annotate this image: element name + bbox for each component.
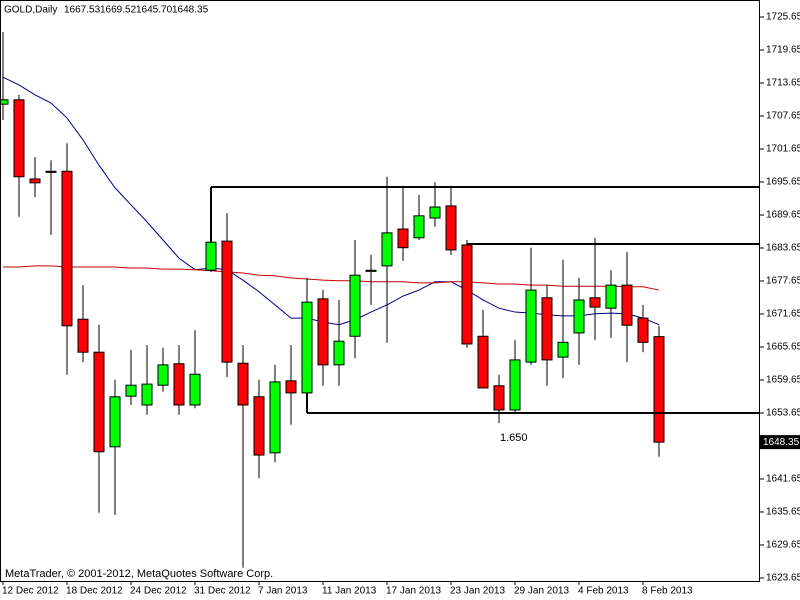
- candle-body: [205, 241, 217, 271]
- x-tick-label: 18 Dec 2012: [66, 586, 123, 597]
- candle-body: [605, 284, 617, 309]
- header-close: 1648.35: [172, 5, 209, 16]
- candle-body: [13, 99, 25, 178]
- x-tick-label: 12 Dec 2012: [2, 586, 59, 597]
- plot-frame: [0, 0, 760, 582]
- candle-body: [301, 301, 313, 394]
- x-tick-label: 11 Jan 2013: [322, 586, 377, 597]
- y-tick-label: 1659.65: [766, 375, 800, 386]
- y-tick-label: 1725.65: [766, 12, 800, 23]
- x-tick-label: 7 Jan 2013: [258, 586, 308, 597]
- y-tick-label: 1689.65: [766, 210, 800, 221]
- candle-body: [173, 363, 185, 406]
- moving-average-line: [3, 265, 660, 291]
- y-tick-label: 1665.65: [766, 342, 800, 353]
- candle-body: [77, 318, 89, 353]
- candle-body: [541, 297, 553, 361]
- candle-body: [157, 364, 169, 386]
- y-tick-label: 1635.65: [766, 507, 800, 518]
- candle-body: [61, 170, 73, 327]
- candle-body: [221, 240, 233, 363]
- candle-body: [589, 297, 601, 308]
- price-tag: [760, 435, 800, 450]
- y-tick-label: 1653.65: [766, 408, 800, 419]
- y-tick-label: 1629.65: [766, 540, 800, 551]
- candle-body: [109, 396, 121, 448]
- x-tick-label: 24 Dec 2012: [130, 586, 187, 597]
- candle-body: [349, 274, 361, 337]
- candle-body: [141, 383, 153, 406]
- footer: MetaTrader, © 2001-2012, MetaQuotes Soft…: [5, 568, 273, 580]
- y-tick-label: 1707.65: [766, 111, 800, 122]
- candle-body: [573, 299, 585, 334]
- y-tick-label: 1677.65: [766, 276, 800, 287]
- candle-body: [237, 362, 249, 406]
- candle-body: [413, 215, 425, 239]
- x-tick-label: 8 Feb 2013: [642, 586, 693, 597]
- y-tick-label: 1641.65: [766, 474, 800, 485]
- candle-body: [509, 359, 521, 411]
- candle-body: [461, 244, 473, 345]
- candle-body: [317, 298, 329, 366]
- candle-body: [29, 178, 41, 184]
- candle-body: [621, 284, 633, 326]
- y-tick-label: 1683.65: [766, 243, 800, 254]
- plot-area: 1.650: [0, 32, 760, 568]
- candle-body: [125, 384, 137, 397]
- candle-body: [429, 206, 441, 219]
- candle-body: [253, 396, 265, 456]
- x-tick-label: 4 Feb 2013: [578, 586, 629, 597]
- candle-body: [525, 289, 537, 363]
- candle-body: [381, 232, 393, 267]
- candle-body: [0, 99, 9, 105]
- candle-body: [493, 385, 505, 411]
- chart-title: GOLD,Daily: [4, 5, 57, 16]
- candle-body: [189, 373, 201, 406]
- y-tick-label: 1719.65: [766, 45, 800, 56]
- y-tick-label: 1701.65: [766, 144, 800, 155]
- candle-body: [45, 170, 57, 173]
- x-tick-label: 23 Jan 2013: [450, 586, 505, 597]
- candle-body: [269, 381, 281, 454]
- x-tick-label: 17 Jan 2013: [386, 586, 441, 597]
- candle-body: [557, 341, 569, 358]
- y-tick-label: 1671.65: [766, 309, 800, 320]
- price-tag-label: 1648.35: [763, 437, 800, 448]
- candle-body: [93, 351, 105, 453]
- y-tick-label: 1695.65: [766, 177, 800, 188]
- annotation: 1.650: [500, 432, 528, 444]
- candle-body: [333, 340, 345, 366]
- candle-body: [397, 228, 409, 249]
- header-low: 1645.70: [136, 5, 173, 16]
- candle-body: [365, 269, 377, 272]
- y-tick-label: 1713.65: [766, 78, 800, 89]
- header-open: 1667.53: [64, 5, 101, 16]
- candle-body: [637, 317, 649, 343]
- candle-body: [477, 335, 489, 389]
- header-high: 1669.52: [100, 5, 137, 16]
- candle-body: [285, 380, 297, 394]
- x-tick-label: 31 Dec 2012: [194, 586, 251, 597]
- x-tick-label: 29 Jan 2013: [514, 586, 569, 597]
- candle-body: [445, 205, 457, 251]
- candle-body: [653, 336, 665, 443]
- y-tick-label: 1623.65: [766, 573, 800, 584]
